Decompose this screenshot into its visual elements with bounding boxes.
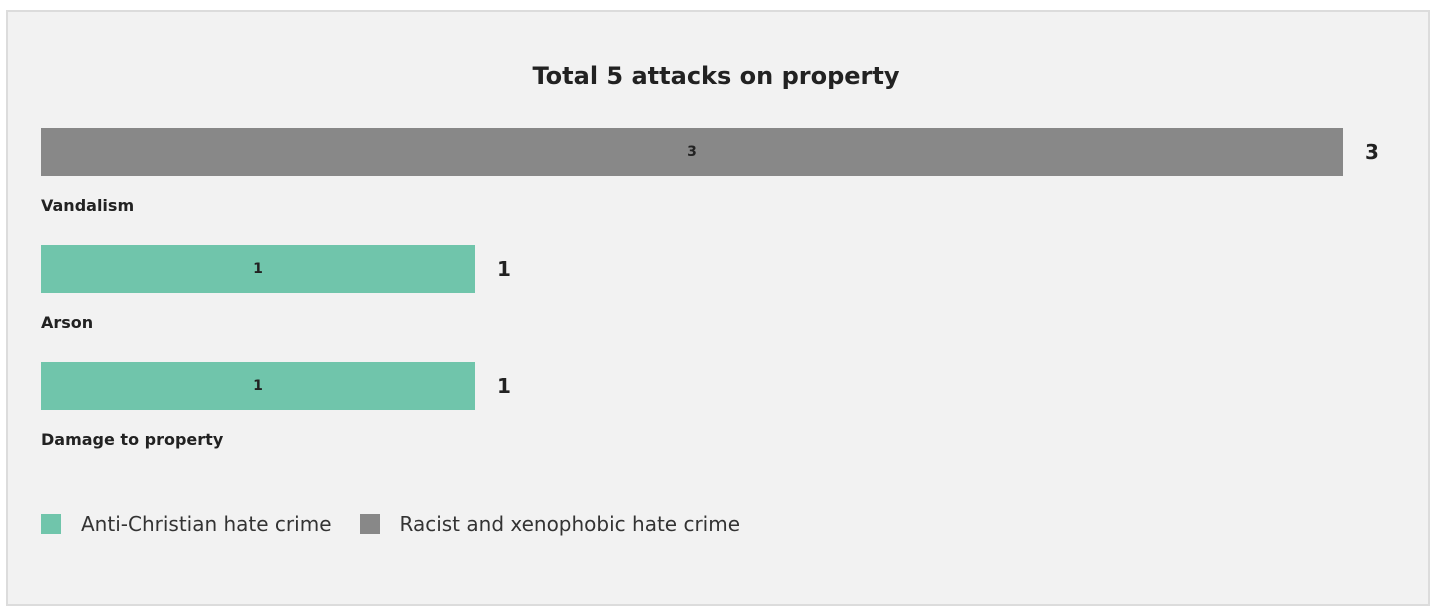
bar-total-label-damage-to-property: 1 — [497, 374, 511, 398]
bar-damage-to-property — [41, 362, 475, 410]
legend-swatch-anti-christian — [41, 514, 61, 534]
bar-total-label-vandalism: 3 — [1365, 140, 1379, 164]
chart-panel — [6, 10, 1430, 606]
legend-label-racist-xenophobic: Racist and xenophobic hate crime — [399, 512, 741, 536]
legend: Anti-Christian hate crime Racist and xen… — [41, 512, 768, 536]
category-label-arson: Arson — [41, 313, 94, 332]
bar-total-label-arson: 1 — [497, 257, 511, 281]
category-label-vandalism: Vandalism — [41, 196, 135, 215]
bar-vandalism — [41, 128, 1343, 176]
legend-label-anti-christian: Anti-Christian hate crime — [81, 512, 332, 536]
legend-swatch-racist-xenophobic — [359, 514, 380, 534]
bar-data-label-arson: 1 — [253, 261, 263, 277]
bar-arson — [41, 245, 475, 293]
legend-item-anti-christian: Anti-Christian hate crime — [41, 512, 332, 536]
chart-title: Total 5 attacks on property — [532, 62, 900, 90]
bar-data-label-damage-to-property: 1 — [253, 378, 263, 394]
category-label-damage-to-property: Damage to property — [41, 430, 224, 449]
bar-data-label-vandalism: 3 — [687, 144, 697, 160]
legend-item-racist-xenophobic: Racist and xenophobic hate crime — [359, 512, 741, 536]
